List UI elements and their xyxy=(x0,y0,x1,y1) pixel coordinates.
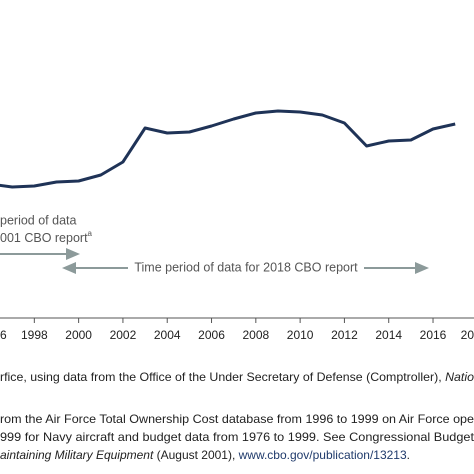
x-tick-label: 2008 xyxy=(242,328,269,342)
x-tick-label: 20 xyxy=(461,328,474,342)
arrow-head xyxy=(66,248,80,260)
label-background xyxy=(128,258,364,278)
arrow-head xyxy=(415,262,429,274)
x-tick-label: 2016 xyxy=(420,328,447,342)
note-text: . xyxy=(407,448,410,462)
note-text: aintaining Military Equipment xyxy=(0,448,154,462)
x-tick-label: 2014 xyxy=(375,328,402,342)
annotation: 001 CBO report xyxy=(0,231,88,245)
note-link: www.cbo.gov/publication/13213 xyxy=(238,448,407,462)
source-text: rfice, using data from the Office of the… xyxy=(0,370,445,384)
annotation-superscript: a xyxy=(88,229,93,238)
annotation: period of data xyxy=(0,213,76,227)
note-line: rom the Air Force Total Ownership Cost d… xyxy=(0,412,474,426)
annotation: Time period of data for 2018 CBO report xyxy=(134,260,358,274)
source-text: Natio xyxy=(445,370,474,384)
x-tick-label: 1998 xyxy=(21,328,48,342)
x-tick-label: 2010 xyxy=(287,328,314,342)
note-line: 999 for Navy aircraft and budget data fr… xyxy=(0,430,474,444)
x-tick-label: 2006 xyxy=(198,328,225,342)
x-tick-label: 2000 xyxy=(65,328,92,342)
annotation-layer: period of data 001 CBO reporta Time peri… xyxy=(0,213,429,278)
arrow-head xyxy=(62,262,76,274)
source-line: rfice, using data from the Office of the… xyxy=(0,370,474,384)
note-line: aintaining Military Equipment (August 20… xyxy=(0,448,410,462)
x-tick-label: 6 xyxy=(0,328,7,342)
notes: rfice, using data from the Office of the… xyxy=(0,370,474,462)
note-text: (August 2001), xyxy=(153,448,238,462)
x-tick-label: 2002 xyxy=(110,328,137,342)
data-line xyxy=(0,109,456,189)
x-tick-label: 2004 xyxy=(154,328,181,342)
x-tick-label: 2012 xyxy=(331,328,358,342)
annotation: 001 CBO reporta xyxy=(0,229,93,245)
